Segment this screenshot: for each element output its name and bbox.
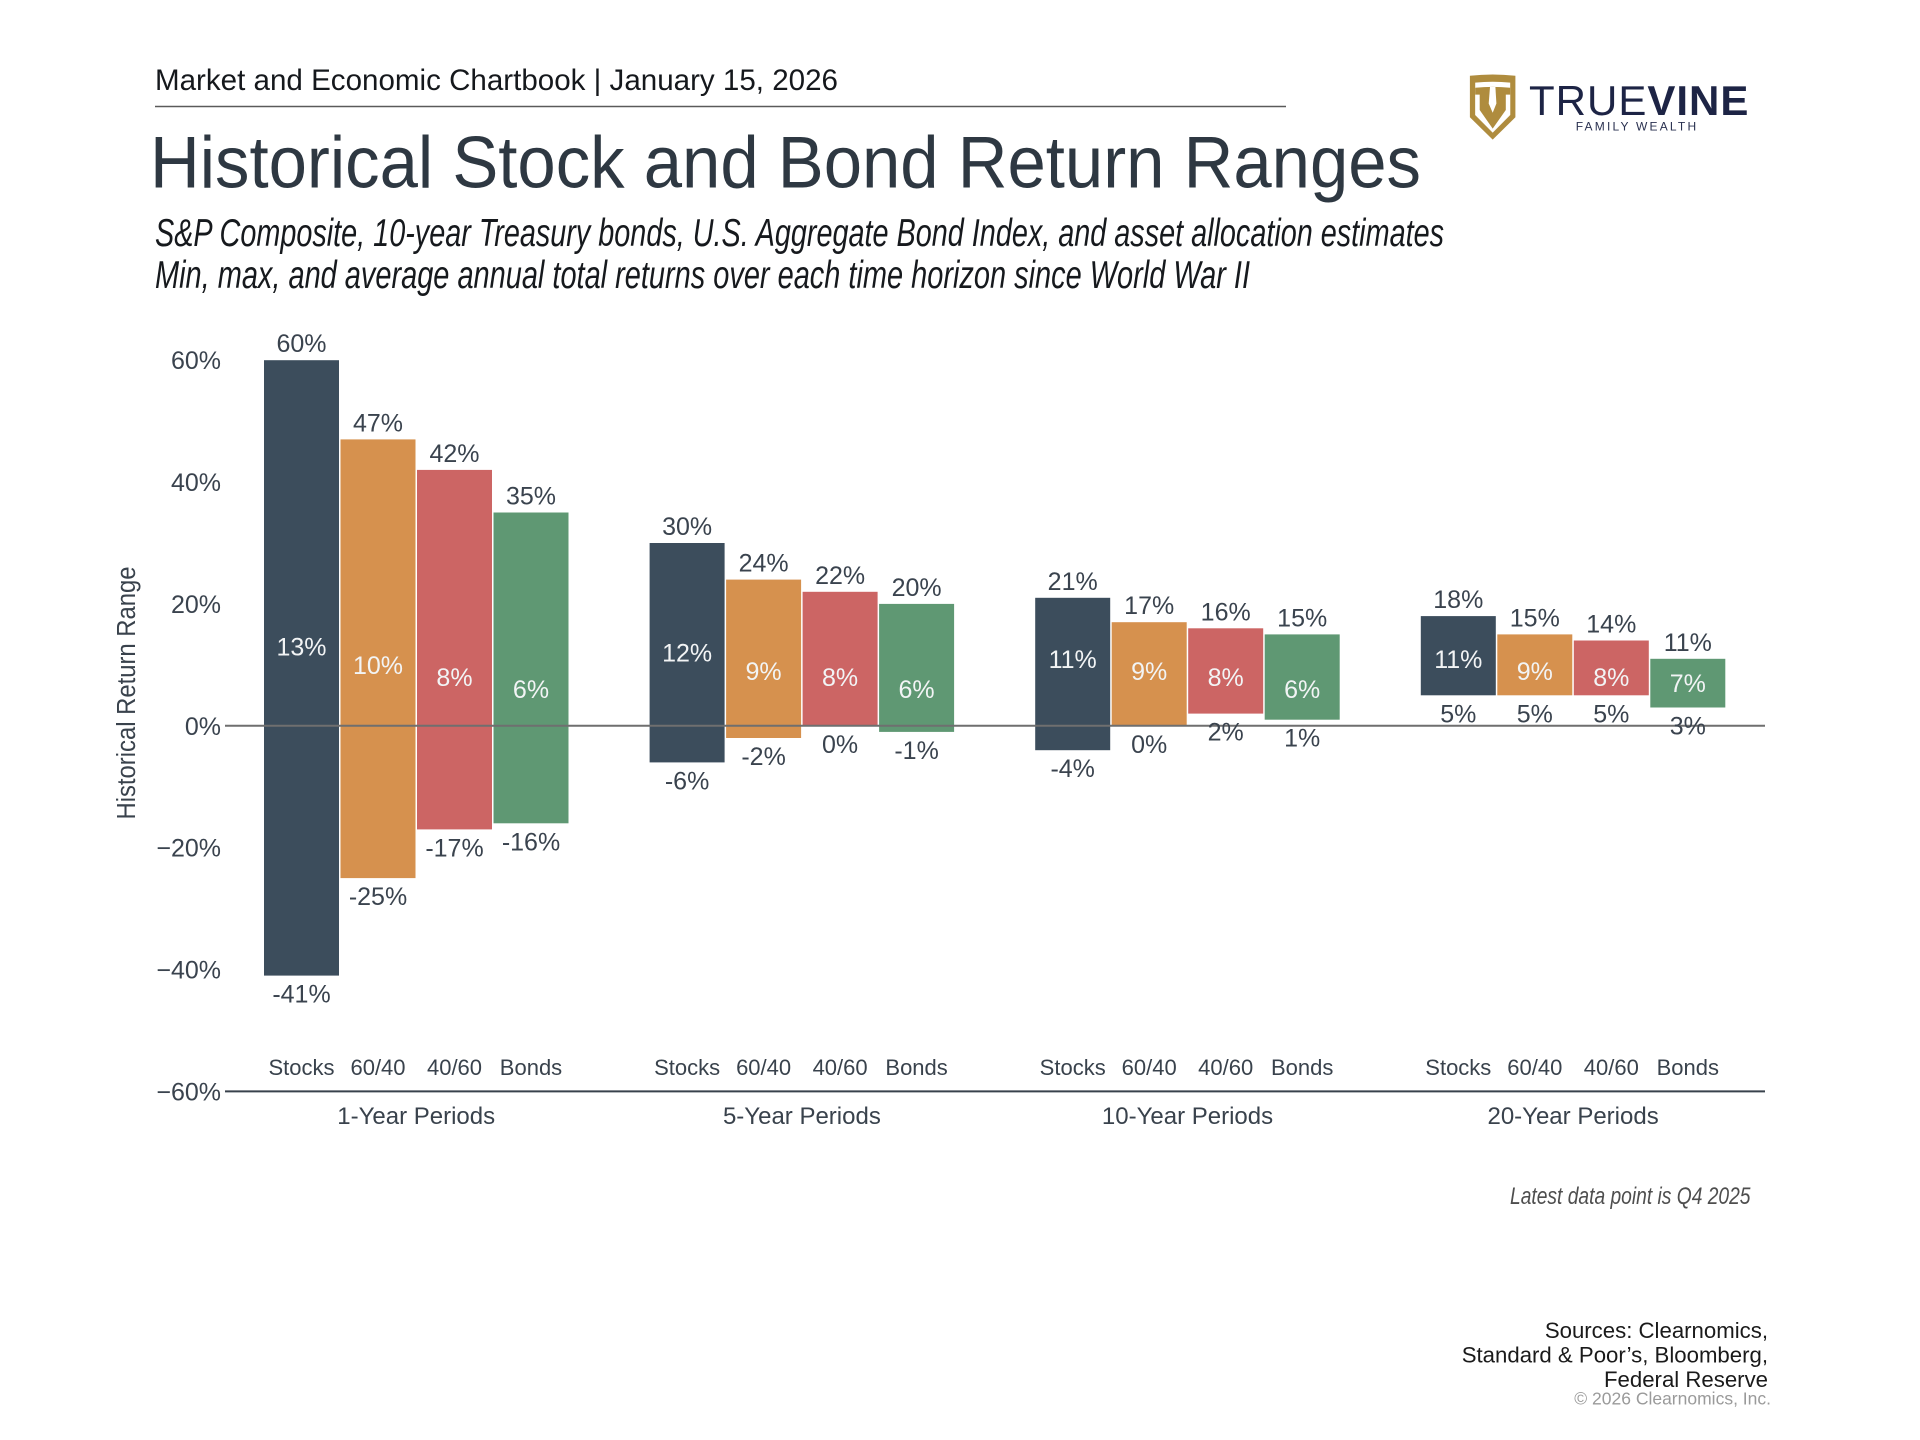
svg-text:Stocks: Stocks <box>1425 1055 1491 1080</box>
svg-text:-6%: -6% <box>665 767 709 795</box>
svg-text:10%: 10% <box>353 652 403 680</box>
svg-text:Historical Return Range: Historical Return Range <box>113 567 141 820</box>
svg-text:Latest data point is Q4 2025: Latest data point is Q4 2025 <box>1510 1183 1751 1210</box>
svg-text:40/60: 40/60 <box>427 1055 482 1080</box>
svg-text:Bonds: Bonds <box>500 1055 562 1080</box>
svg-text:22%: 22% <box>815 562 865 590</box>
svg-text:5%: 5% <box>1440 700 1476 728</box>
svg-text:Min, max, and average annual t: Min, max, and average annual total retur… <box>155 254 1250 297</box>
svg-text:9%: 9% <box>1517 658 1553 686</box>
svg-text:Federal Reserve: Federal Reserve <box>1604 1367 1768 1392</box>
svg-text:FAMILY WEALTH: FAMILY WEALTH <box>1576 120 1699 134</box>
svg-text:-1%: -1% <box>894 737 938 765</box>
svg-text:14%: 14% <box>1586 611 1636 639</box>
svg-text:21%: 21% <box>1048 568 1098 596</box>
svg-text:60%: 60% <box>276 330 326 358</box>
svg-text:Sources: Clearnomics,: Sources: Clearnomics, <box>1545 1318 1768 1343</box>
svg-text:-2%: -2% <box>741 743 785 771</box>
svg-text:© 2026 Clearnomics, Inc.: © 2026 Clearnomics, Inc. <box>1574 1389 1771 1409</box>
svg-text:Stocks: Stocks <box>654 1055 720 1080</box>
svg-text:Historical Stock and Bond Retu: Historical Stock and Bond Return Ranges <box>150 123 1421 204</box>
svg-text:20-Year Periods: 20-Year Periods <box>1487 1103 1658 1130</box>
svg-text:-16%: -16% <box>502 828 560 856</box>
svg-text:15%: 15% <box>1277 604 1327 632</box>
svg-text:6%: 6% <box>899 676 935 704</box>
svg-text:18%: 18% <box>1433 586 1483 614</box>
svg-text:Standard & Poor’s, Bloomberg,: Standard & Poor’s, Bloomberg, <box>1462 1343 1768 1368</box>
svg-text:13%: 13% <box>276 634 326 662</box>
svg-text:8%: 8% <box>436 664 472 692</box>
svg-text:60%: 60% <box>171 347 221 375</box>
svg-text:40%: 40% <box>171 469 221 497</box>
svg-text:Stocks: Stocks <box>268 1055 334 1080</box>
svg-text:2%: 2% <box>1208 719 1244 747</box>
svg-text:60/40: 60/40 <box>350 1055 405 1080</box>
svg-text:60/40: 60/40 <box>736 1055 791 1080</box>
svg-text:0%: 0% <box>822 731 858 759</box>
svg-text:8%: 8% <box>822 664 858 692</box>
svg-text:11%: 11% <box>1664 629 1712 657</box>
svg-text:Bonds: Bonds <box>1657 1055 1719 1080</box>
svg-text:Bonds: Bonds <box>885 1055 947 1080</box>
svg-text:60/40: 60/40 <box>1507 1055 1562 1080</box>
svg-text:-17%: -17% <box>425 834 483 862</box>
svg-text:8%: 8% <box>1593 664 1629 692</box>
svg-text:3%: 3% <box>1670 713 1706 741</box>
svg-text:30%: 30% <box>662 513 712 541</box>
svg-text:24%: 24% <box>739 550 789 578</box>
svg-text:−40%: −40% <box>156 957 221 985</box>
svg-text:−60%: −60% <box>156 1078 221 1106</box>
svg-text:11%: 11% <box>1049 646 1097 674</box>
svg-text:17%: 17% <box>1124 592 1174 620</box>
svg-text:TRUEVINE: TRUEVINE <box>1529 77 1749 124</box>
svg-text:−20%: −20% <box>156 835 221 863</box>
svg-text:6%: 6% <box>1284 676 1320 704</box>
svg-text:12%: 12% <box>662 640 712 668</box>
svg-text:35%: 35% <box>506 483 556 511</box>
svg-text:60/40: 60/40 <box>1122 1055 1177 1080</box>
svg-text:-4%: -4% <box>1050 755 1094 783</box>
svg-text:Stocks: Stocks <box>1040 1055 1106 1080</box>
svg-text:20%: 20% <box>892 574 942 602</box>
svg-text:42%: 42% <box>429 440 479 468</box>
svg-text:9%: 9% <box>746 658 782 686</box>
svg-text:40/60: 40/60 <box>1198 1055 1253 1080</box>
svg-text:16%: 16% <box>1201 598 1251 626</box>
svg-text:0%: 0% <box>185 713 221 741</box>
svg-text:6%: 6% <box>513 676 549 704</box>
svg-text:0%: 0% <box>1131 731 1167 759</box>
svg-text:Market and Economic Chartbook: Market and Economic Chartbook | January … <box>155 64 838 97</box>
svg-text:7%: 7% <box>1670 670 1706 698</box>
svg-text:5%: 5% <box>1517 700 1553 728</box>
svg-text:-41%: -41% <box>272 981 330 1009</box>
svg-text:1-Year Periods: 1-Year Periods <box>337 1103 495 1130</box>
svg-text:20%: 20% <box>171 591 221 619</box>
svg-text:47%: 47% <box>353 409 403 437</box>
svg-text:15%: 15% <box>1510 604 1560 632</box>
svg-text:S&P Composite, 10-year Treasur: S&P Composite, 10-year Treasury bonds, U… <box>155 212 1444 255</box>
svg-text:9%: 9% <box>1131 658 1167 686</box>
svg-text:5-Year Periods: 5-Year Periods <box>723 1103 881 1130</box>
svg-text:-25%: -25% <box>349 883 407 911</box>
svg-text:10-Year Periods: 10-Year Periods <box>1102 1103 1273 1130</box>
svg-text:1%: 1% <box>1284 725 1320 753</box>
svg-text:11%: 11% <box>1434 646 1482 674</box>
svg-text:40/60: 40/60 <box>1584 1055 1639 1080</box>
svg-text:8%: 8% <box>1208 664 1244 692</box>
svg-text:Bonds: Bonds <box>1271 1055 1333 1080</box>
svg-text:5%: 5% <box>1593 700 1629 728</box>
svg-text:40/60: 40/60 <box>813 1055 868 1080</box>
